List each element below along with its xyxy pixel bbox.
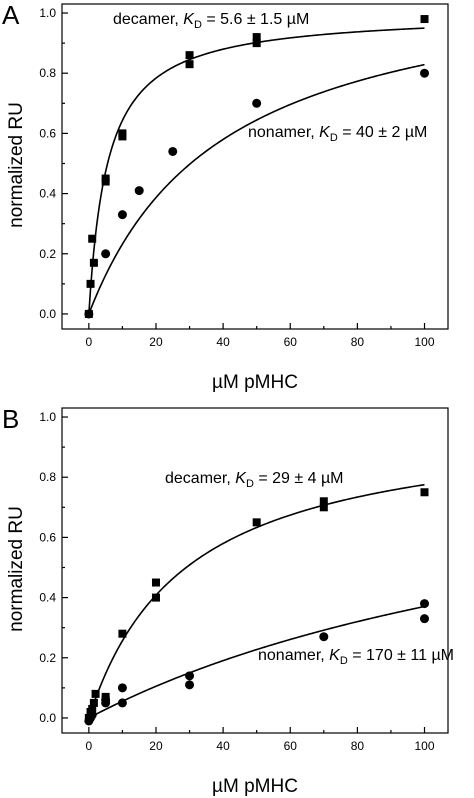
panel-a-decamer-point <box>88 234 97 243</box>
panel-b-x-tick-label: 20 <box>149 739 163 753</box>
panel-b-nonamer-point <box>420 614 430 624</box>
panel-b-nonamer-point <box>117 698 127 708</box>
panel-b-nonamer-point <box>185 680 195 690</box>
panel-b-fit-curves <box>88 483 425 719</box>
panel-b-letter: B <box>2 404 19 434</box>
panel-b-nonamer-point <box>101 695 111 705</box>
panel-a-decamer-point <box>101 174 110 183</box>
panel-a-nonamer-annotation: nonamer, KD = 40 ± 2 µM <box>248 124 427 144</box>
panel-a-decamer-point <box>86 279 95 288</box>
panel-a-fit-curve-nonamer <box>88 63 425 315</box>
panel-a-fit-curves <box>88 27 425 315</box>
panel-b-data-points <box>84 488 430 726</box>
panel-b: B 0 20 40 60 80 100 0.0 0.2 0.4 0.6 0.8 1.0 µM pMHC… <box>2 404 454 797</box>
panel-b-decamer-point <box>151 593 160 602</box>
panel-a-fit-curve-decamer <box>88 27 425 315</box>
panel-b-decamer-annotation: decamer, KD = 29 ± 4 µM <box>165 470 343 490</box>
panel-a-nonamer-point <box>252 98 262 108</box>
panel-b-decamer-point <box>420 488 429 497</box>
panel-a-decamer-annotation: decamer, KD = 5.6 ± 1.5 µM <box>113 11 309 31</box>
panel-b-nonamer-point <box>319 632 329 642</box>
panel-b-y-tick-label: 0.4 <box>39 591 56 605</box>
panel-a-decamer-point <box>252 39 261 48</box>
panel-b-fit-curve-nonamer <box>88 605 425 719</box>
panel-a-y-tick-label: 0.4 <box>39 187 56 201</box>
panel-a-decamer-point <box>420 15 429 24</box>
panel-b-decamer-point <box>91 689 100 698</box>
panel-b-x-tick-label: 60 <box>284 739 298 753</box>
panel-a-x-tick-label: 80 <box>351 335 365 349</box>
panel-b-decamer-point <box>89 698 98 707</box>
panel-a-y-tick-label: 0.0 <box>39 307 56 321</box>
panel-b-y-tick-label: 0.6 <box>39 530 56 544</box>
panel-b-y-tick-label: 0.0 <box>39 711 56 725</box>
panel-b-nonamer-annotation: nonamer, KD = 170 ± 11 µM <box>258 647 454 667</box>
panel-a-x-tick-label: 100 <box>414 335 434 349</box>
panel-b-decamer-point <box>319 497 328 506</box>
panel-a-ticks: 0 20 40 60 80 100 0.0 0.2 0.4 0.6 0.8 1.0 <box>39 6 435 349</box>
panel-b-x-tick-label: 80 <box>351 739 365 753</box>
panel-b-x-tick-label: 0 <box>86 739 93 753</box>
panel-b-nonamer-point <box>117 683 127 693</box>
panel-b-fit-curve-decamer <box>88 483 425 719</box>
panel-a-y-tick-label: 0.6 <box>39 126 56 140</box>
panel-b-y-tick-label: 0.2 <box>39 651 56 665</box>
panel-a-x-tick-label: 20 <box>149 335 163 349</box>
panel-b-y-axis-label: normalized RU <box>6 506 27 632</box>
panel-b-nonamer-point <box>185 671 195 681</box>
panel-a-decamer-point <box>185 51 194 60</box>
panel-a-x-tick-label: 40 <box>216 335 230 349</box>
panel-a-decamer-point <box>185 60 194 69</box>
panel-a-letter: A <box>2 0 20 30</box>
panel-b-decamer-point <box>118 629 127 638</box>
panel-a: A 0 20 40 60 80 100 0.0 0.2 0.4 0.6 0.8 1.0 µM pMHC… <box>2 0 449 393</box>
panel-b-plot-frame <box>61 407 449 734</box>
panel-a-decamer-point <box>118 129 127 138</box>
panel-a-decamer-point <box>89 258 98 267</box>
panel-b-decamer-point <box>252 518 261 527</box>
panel-a-y-tick-label: 1.0 <box>39 6 56 20</box>
panel-a-nonamer-point <box>117 210 127 220</box>
panel-b-nonamer-point <box>420 599 430 609</box>
panel-a-y-tick-label: 0.2 <box>39 247 56 261</box>
panel-a-nonamer-point <box>134 186 144 196</box>
panel-a-x-axis-label: µM pMHC <box>212 372 298 393</box>
panel-a-data-points <box>84 15 430 319</box>
panel-b-decamer-point <box>88 704 97 713</box>
panel-b-y-tick-label: 0.8 <box>39 470 56 484</box>
panel-a-y-tick-label: 0.8 <box>39 66 56 80</box>
panel-a-nonamer-point <box>168 146 178 156</box>
panel-a-y-axis-label: normalized RU <box>6 102 27 228</box>
panel-a-plot-frame <box>61 3 449 330</box>
panel-a-nonamer-point <box>420 68 430 78</box>
panel-a-x-tick-label: 60 <box>284 335 298 349</box>
panel-b-y-tick-label: 1.0 <box>39 410 56 424</box>
panel-b-x-tick-label: 100 <box>414 739 434 753</box>
panel-a-decamer-point <box>252 33 261 42</box>
panel-a-nonamer-point <box>101 249 111 259</box>
panel-b-ticks: 0 20 40 60 80 100 0.0 0.2 0.4 0.6 0.8 1.0 <box>39 410 435 753</box>
panel-a-nonamer-point <box>84 309 94 319</box>
panel-b-x-tick-label: 40 <box>216 739 230 753</box>
panel-b-decamer-point <box>151 578 160 587</box>
panel-b-x-axis-label: µM pMHC <box>212 776 298 797</box>
panel-b-decamer-point <box>319 503 328 512</box>
panel-b-nonamer-point <box>87 710 97 720</box>
panel-a-x-tick-label: 0 <box>86 335 93 349</box>
